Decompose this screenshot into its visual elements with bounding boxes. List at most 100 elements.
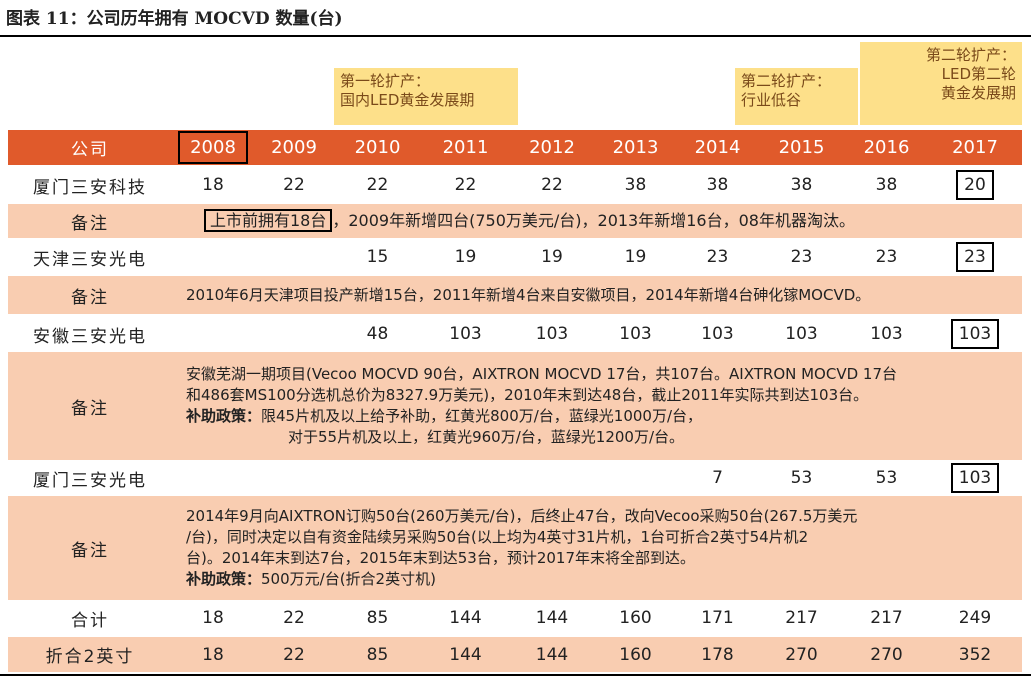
value-cell: 85 — [334, 602, 421, 634]
value: 103 — [785, 324, 818, 344]
value: 352 — [958, 644, 992, 665]
note-line: 2010年6月天津项目投产新增15台，2011年新增4台来自安徽项目，2014年… — [186, 285, 1031, 306]
note-row — [8, 204, 1022, 238]
value: 18 — [202, 608, 224, 628]
value: 217 — [870, 608, 903, 628]
value-cell — [594, 462, 677, 494]
note-text: 2010年6月天津项目投产新增15台，2011年新增4台来自安徽项目，2014年… — [186, 285, 871, 304]
row-label: 备注 — [8, 276, 172, 314]
value: 19 — [624, 247, 647, 267]
value: 144 — [449, 608, 482, 628]
year-label: 2014 — [694, 137, 741, 158]
value: 249 — [958, 608, 992, 628]
value: 22 — [283, 608, 305, 628]
value-cell: 53 — [758, 462, 845, 494]
annotation: 第二轮扩产： 行业低谷 — [735, 68, 858, 125]
value-cell: 23 — [928, 240, 1022, 274]
value: 270 — [785, 644, 818, 665]
note-bold: 补助政策： — [186, 570, 262, 588]
year-label: 2010 — [354, 137, 401, 158]
value-cell — [421, 462, 510, 494]
row-label: 安徽三安光电 — [8, 318, 172, 350]
header-year: 2017 — [928, 130, 1022, 165]
value-cell: 23 — [677, 240, 758, 274]
year-label: 2016 — [863, 137, 910, 158]
note-line: /台)，同时决定以自有资金陆续另采购50台(以上均为4英寸31片机，1台可折合2… — [186, 527, 1031, 548]
note-text: /台)，同时决定以自有资金陆续另采购50台(以上均为4英寸31片机，1台可折合2… — [186, 528, 809, 546]
year-label: 2009 — [271, 137, 317, 158]
value-cell: 103 — [594, 318, 677, 350]
header-year: 2011 — [421, 130, 510, 165]
value-cell: 217 — [845, 602, 928, 634]
row-label: 备注 — [8, 204, 172, 238]
value: 160 — [619, 608, 652, 628]
value-cell — [254, 462, 334, 494]
note-line: 对于55片机及以上，红黄光960万/台，蓝绿光1200万/台。 — [186, 427, 1031, 448]
value: 7 — [712, 468, 723, 488]
note-line: 2014年9月向AIXTRON订购50台(260万美元/台)，后终止47台，改向… — [186, 506, 1031, 527]
value: 103 — [950, 319, 1000, 349]
value: 38 — [790, 175, 813, 195]
value: 103 — [701, 324, 734, 344]
value: 22 — [454, 175, 477, 195]
year-label: 2008 — [178, 131, 248, 164]
annotation-line: 国内LED黄金发展期 — [340, 91, 475, 109]
value-cell: 18 — [172, 637, 254, 672]
value-cell: 352 — [928, 637, 1022, 672]
value-cell: 19 — [594, 240, 677, 274]
value-cell: 19 — [510, 240, 594, 274]
value-cell: 19 — [421, 240, 510, 274]
row-label-text: 备注 — [71, 540, 109, 561]
value-cell: 160 — [594, 602, 677, 634]
value: 103 — [950, 463, 1000, 493]
value-cell: 178 — [677, 637, 758, 672]
annotation: 第二轮扩产： LED第二轮 黄金发展期 — [860, 42, 1022, 125]
row-label: 折合2英寸 — [8, 637, 172, 672]
value-cell: 103 — [421, 318, 510, 350]
top-rule — [0, 35, 1031, 37]
value-cell: 20 — [928, 168, 1022, 202]
value: 270 — [870, 644, 903, 665]
value-cell: 144 — [421, 637, 510, 672]
value-cell: 53 — [845, 462, 928, 494]
value-cell — [254, 240, 334, 274]
value-cell: 23 — [758, 240, 845, 274]
value: 53 — [875, 468, 898, 488]
value: 22 — [541, 175, 563, 195]
value-cell: 23 — [845, 240, 928, 274]
note-row — [8, 496, 1022, 600]
note: 2010年6月天津项目投产新增15台，2011年新增4台来自安徽项目，2014年… — [8, 276, 1031, 314]
annotation: 第一轮扩产： 国内LED黄金发展期 — [334, 68, 518, 125]
value: 15 — [366, 247, 389, 267]
note-line: 补助政策：500万元/台(折合2英寸机) — [186, 569, 1031, 590]
value-cell: 7 — [677, 462, 758, 494]
note-text: 2014年9月向AIXTRON订购50台(260万美元/台)，后终止47台，改向… — [186, 507, 858, 525]
row-label: 厦门三安科技 — [8, 168, 172, 202]
row-label: 备注 — [8, 496, 172, 600]
value-cell — [254, 318, 334, 350]
annotation-line: 第一轮扩产： — [340, 72, 431, 90]
value: 18 — [202, 175, 224, 195]
value: 103 — [449, 324, 482, 344]
value-cell: 270 — [845, 637, 928, 672]
value-cell: 22 — [510, 168, 594, 202]
header-year: 2008 — [172, 130, 254, 165]
value: 38 — [706, 175, 729, 195]
row-label: 备注 — [8, 352, 172, 460]
row-label-text: 安徽三安光电 — [33, 326, 147, 347]
value: 171 — [701, 608, 734, 628]
row-label-text: 备注 — [71, 398, 109, 419]
value-cell — [172, 318, 254, 350]
value: 23 — [706, 247, 729, 267]
value: 22 — [366, 175, 389, 195]
value: 85 — [366, 608, 389, 628]
header-year: 2012 — [510, 130, 594, 165]
value: 160 — [619, 644, 652, 665]
value-cell: 22 — [254, 602, 334, 634]
value: 48 — [366, 324, 389, 344]
value-cell: 217 — [758, 602, 845, 634]
value: 38 — [624, 175, 647, 195]
row-label-text: 厦门三安科技 — [33, 177, 147, 198]
row-label-text: 合计 — [71, 610, 109, 631]
value-cell: 22 — [334, 168, 421, 202]
